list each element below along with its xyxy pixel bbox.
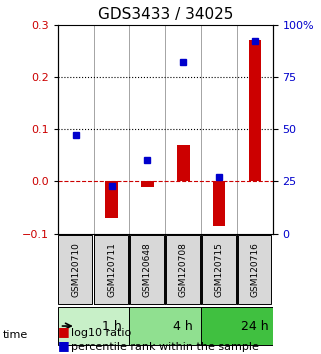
FancyBboxPatch shape — [58, 235, 92, 304]
Text: percentile rank within the sample: percentile rank within the sample — [71, 342, 258, 352]
Text: 4 h: 4 h — [173, 320, 193, 332]
FancyBboxPatch shape — [58, 307, 129, 345]
Bar — [177, 145, 189, 181]
Text: GSM120708: GSM120708 — [179, 242, 188, 297]
FancyBboxPatch shape — [129, 307, 201, 345]
Text: GSM120715: GSM120715 — [214, 242, 224, 297]
Text: 1 h: 1 h — [102, 320, 121, 332]
FancyBboxPatch shape — [201, 307, 273, 345]
Bar — [141, 181, 154, 187]
FancyBboxPatch shape — [94, 235, 128, 304]
Text: log10 ratio: log10 ratio — [71, 328, 131, 338]
Text: time: time — [3, 330, 29, 339]
Text: ■: ■ — [58, 325, 70, 338]
FancyBboxPatch shape — [238, 235, 272, 304]
FancyBboxPatch shape — [202, 235, 236, 304]
Text: GSM120711: GSM120711 — [107, 242, 116, 297]
Text: GSM120710: GSM120710 — [71, 242, 80, 297]
Text: ■: ■ — [58, 339, 70, 352]
Bar — [105, 181, 118, 218]
Text: GSM120716: GSM120716 — [250, 242, 259, 297]
Title: GDS3433 / 34025: GDS3433 / 34025 — [98, 7, 233, 22]
Text: GSM120648: GSM120648 — [143, 242, 152, 297]
Bar — [213, 181, 225, 226]
Bar — [249, 40, 261, 181]
FancyBboxPatch shape — [166, 235, 200, 304]
FancyBboxPatch shape — [130, 235, 164, 304]
Text: 24 h: 24 h — [241, 320, 269, 332]
